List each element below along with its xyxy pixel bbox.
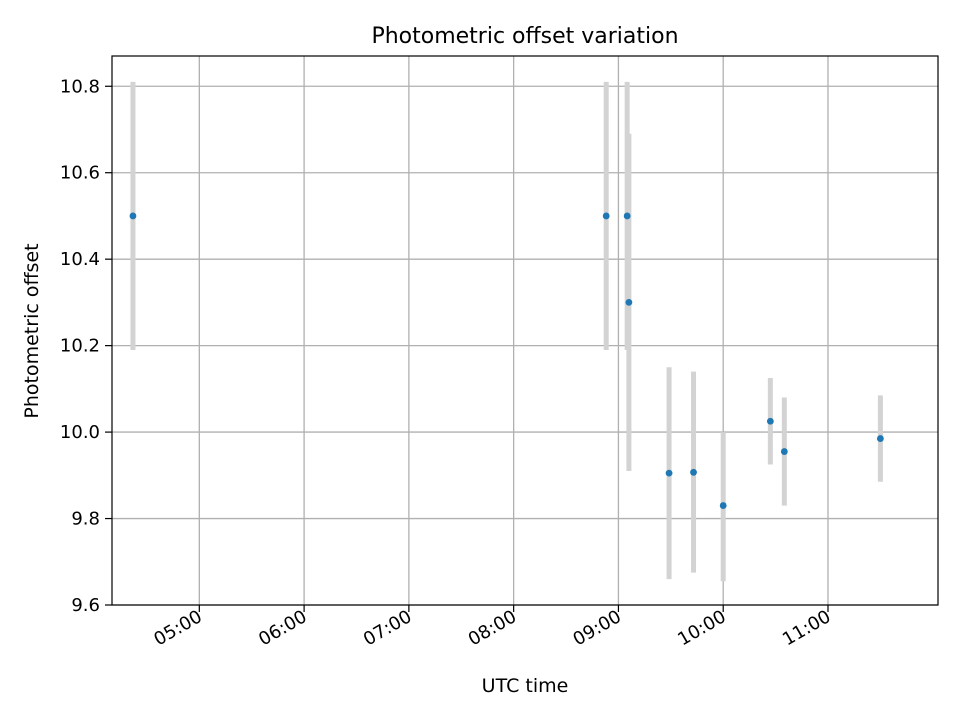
x-tick-label: 11:00 <box>779 606 834 650</box>
x-tick-label: 08:00 <box>465 606 520 650</box>
y-axis-ticks: 9.6 9.8 10.0 10.2 10.4 10.6 10.8 <box>60 76 112 616</box>
error-bars <box>130 81 883 582</box>
y-tick-label: 10.6 <box>60 163 100 184</box>
grid-lines <box>112 56 938 606</box>
data-point <box>602 212 610 220</box>
data-point <box>665 469 673 477</box>
y-tick-label: 10.2 <box>60 336 100 357</box>
y-tick-label: 10.8 <box>60 76 100 97</box>
y-tick-label: 9.8 <box>71 509 100 530</box>
x-tick-label: 06:00 <box>255 606 310 650</box>
data-point <box>876 435 884 442</box>
y-tick-label: 10.0 <box>60 422 100 443</box>
x-axis-label: UTC time <box>482 675 569 697</box>
chart-title: Photometric offset variation <box>371 24 678 49</box>
y-axis-label: Photometric offset <box>21 243 43 418</box>
x-tick-label: 10:00 <box>674 606 729 650</box>
data-point <box>623 212 631 220</box>
x-tick-label: 05:00 <box>150 606 205 650</box>
y-tick-label: 10.4 <box>60 249 100 270</box>
x-tick-label: 07:00 <box>360 606 415 650</box>
x-tick-label: 09:00 <box>570 606 625 650</box>
data-points <box>129 212 884 509</box>
y-tick-label: 9.6 <box>71 595 100 616</box>
data-point <box>625 299 633 306</box>
data-point <box>766 417 774 425</box>
plot-area-frame <box>111 55 939 606</box>
data-point <box>129 212 137 220</box>
data-point <box>780 448 788 455</box>
data-point <box>719 502 727 509</box>
data-point <box>690 468 697 476</box>
x-axis-ticks: 05:00 06:00 07:00 08:00 09:00 10:00 11:00 <box>150 605 834 650</box>
